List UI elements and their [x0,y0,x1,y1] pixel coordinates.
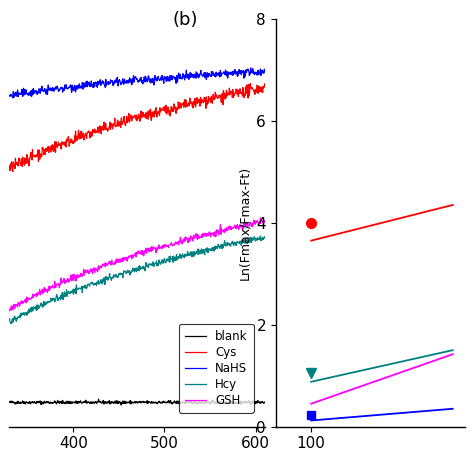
Line: Hcy: Hcy [9,236,265,324]
blank [158,401,164,406]
NaHS [199,72,205,78]
blank [123,400,128,405]
Cys [262,81,268,87]
Cys [178,101,183,107]
Cys [7,164,12,169]
GSH [122,255,128,260]
Line: blank: blank [9,399,265,405]
Cys [157,109,163,115]
Hcy [73,285,78,291]
blank [262,399,268,405]
NaHS [157,76,163,82]
Cys [10,169,16,174]
GSH [177,238,183,244]
blank [118,402,124,408]
blank [96,396,101,402]
blank [178,400,183,405]
Hcy [7,316,12,321]
Text: (b): (b) [172,11,198,29]
NaHS [7,92,12,98]
Line: NaHS: NaHS [9,68,265,98]
NaHS [73,89,78,95]
Line: GSH: GSH [9,218,265,311]
Cys [52,139,58,145]
Hcy [258,233,264,239]
Cys [123,123,128,128]
GSH [7,308,12,314]
Hcy [262,234,268,240]
GSH [72,275,78,281]
NaHS [262,69,268,74]
NaHS [52,86,58,92]
blank [72,399,78,405]
Hcy [157,262,163,267]
blank [200,399,205,405]
GSH [199,232,204,237]
Hcy [9,321,14,327]
Hcy [123,270,128,275]
Cys [199,97,205,103]
Cys [73,128,78,134]
GSH [52,278,57,284]
NaHS [178,72,183,77]
Y-axis label: Ln(Fmax/Fmax-Ft): Ln(Fmax/Fmax-Ft) [238,166,251,280]
Cys [247,81,253,86]
GSH [157,245,163,251]
Legend: blank, Cys, NaHS, Hcy, GSH: blank, Cys, NaHS, Hcy, GSH [179,324,254,412]
NaHS [248,65,254,71]
Hcy [178,254,183,260]
blank [7,399,12,405]
GSH [258,215,264,221]
Hcy [52,298,58,304]
blank [52,398,57,404]
Line: Cys: Cys [9,83,265,172]
NaHS [10,95,16,101]
NaHS [123,79,128,85]
GSH [262,218,268,224]
Hcy [199,251,205,256]
